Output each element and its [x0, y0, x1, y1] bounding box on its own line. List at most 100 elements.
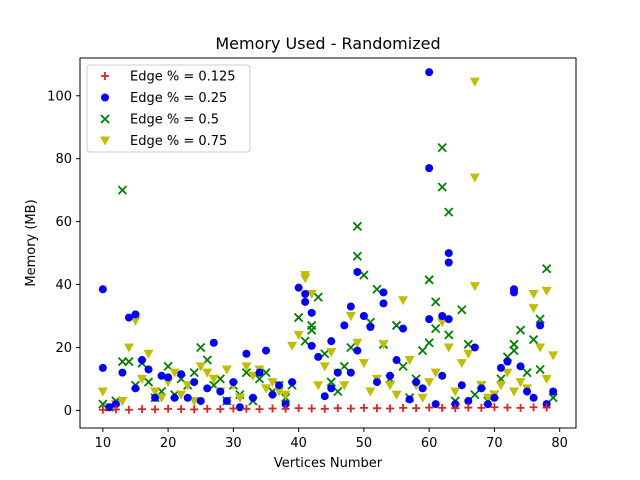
data-point — [97, 387, 108, 397]
data-point — [536, 321, 545, 330]
data-point — [352, 251, 363, 261]
legend: Edge % = 0.125 Edge % = 0.25 Edge % = 0.5 E… — [86, 64, 251, 153]
data-point — [496, 363, 505, 372]
data-point — [130, 316, 141, 326]
data-point — [451, 400, 460, 409]
data-point — [195, 362, 206, 372]
data-point — [379, 299, 388, 308]
data-point — [333, 368, 342, 377]
data-point — [372, 404, 381, 413]
data-point — [190, 405, 199, 414]
data-point — [431, 297, 441, 307]
data-point — [320, 392, 329, 401]
x-tick-label: 80 — [551, 436, 568, 451]
legend-entry: Edge % = 0.25 — [101, 91, 227, 106]
data-point — [124, 356, 134, 367]
data-point — [319, 362, 330, 372]
data-point — [457, 381, 466, 390]
data-point — [287, 341, 298, 351]
data-point — [268, 390, 277, 399]
legend-label: Edge % = 0.5 — [130, 113, 219, 128]
data-point — [301, 297, 310, 306]
data-point — [358, 359, 369, 369]
data-point — [156, 393, 167, 403]
data-point — [138, 405, 146, 414]
data-point — [346, 302, 355, 311]
data-point — [164, 404, 173, 413]
data-point — [366, 323, 375, 332]
data-point — [144, 365, 153, 374]
data-point — [542, 403, 551, 412]
data-point — [118, 368, 127, 377]
data-point — [469, 173, 480, 183]
data-point — [196, 342, 206, 353]
data-point — [280, 390, 291, 400]
data-point — [138, 356, 146, 365]
data-point — [541, 286, 552, 296]
data-point — [470, 343, 479, 352]
data-point — [307, 320, 317, 331]
data-point — [404, 356, 415, 366]
data-point — [438, 403, 447, 412]
data-point — [444, 249, 453, 258]
data-point — [359, 403, 368, 412]
data-point — [169, 368, 180, 378]
data-point — [399, 403, 408, 412]
legend-marker — [101, 93, 109, 102]
data-point — [327, 337, 336, 346]
data-point — [293, 312, 304, 323]
legend-entry: Edge % = 0.125 — [101, 70, 236, 85]
data-point — [412, 378, 421, 387]
data-point — [339, 381, 350, 391]
data-point — [509, 345, 519, 356]
data-point — [431, 323, 441, 334]
data-point — [124, 405, 133, 414]
data-point — [182, 381, 193, 391]
legend-label: Edge % = 0.75 — [130, 134, 227, 149]
data-point — [464, 396, 473, 405]
data-point — [392, 356, 401, 365]
data-point — [495, 381, 506, 391]
data-point — [483, 400, 492, 409]
data-point — [490, 403, 499, 412]
data-point — [293, 330, 304, 340]
data-point — [444, 315, 453, 324]
data-point — [313, 381, 324, 391]
data-point — [535, 364, 545, 375]
data-point — [242, 349, 251, 358]
data-point — [353, 267, 362, 276]
data-point — [262, 346, 270, 355]
data-point — [359, 311, 368, 320]
x-tick-label: 60 — [421, 436, 438, 451]
data-point — [117, 396, 128, 406]
legend-label: Edge % = 0.25 — [130, 91, 227, 106]
data-point — [437, 318, 448, 328]
plot-points — [97, 68, 559, 414]
data-point — [288, 378, 297, 387]
data-point — [425, 403, 434, 412]
data-point — [391, 390, 402, 400]
data-point — [352, 338, 363, 348]
data-point — [307, 308, 316, 317]
data-point — [320, 404, 329, 413]
data-point — [509, 387, 519, 397]
data-point — [398, 296, 409, 306]
plot-frame — [79, 57, 577, 429]
data-point — [438, 311, 447, 320]
x-axis: 10 20 30 40 50 60 70 80 — [95, 428, 568, 451]
data-point — [294, 404, 303, 413]
data-point — [456, 359, 467, 369]
data-point — [529, 403, 538, 412]
data-point — [528, 334, 539, 345]
y-tick-label: 20 — [55, 341, 72, 356]
data-point — [268, 404, 277, 413]
y-tick-label: 80 — [55, 152, 72, 167]
x-axis-label: Vertices Number — [274, 456, 383, 471]
data-point — [275, 381, 284, 390]
data-point — [294, 283, 303, 292]
data-point — [444, 207, 454, 217]
data-point — [437, 182, 447, 192]
data-point — [267, 378, 278, 388]
data-point — [183, 393, 192, 402]
